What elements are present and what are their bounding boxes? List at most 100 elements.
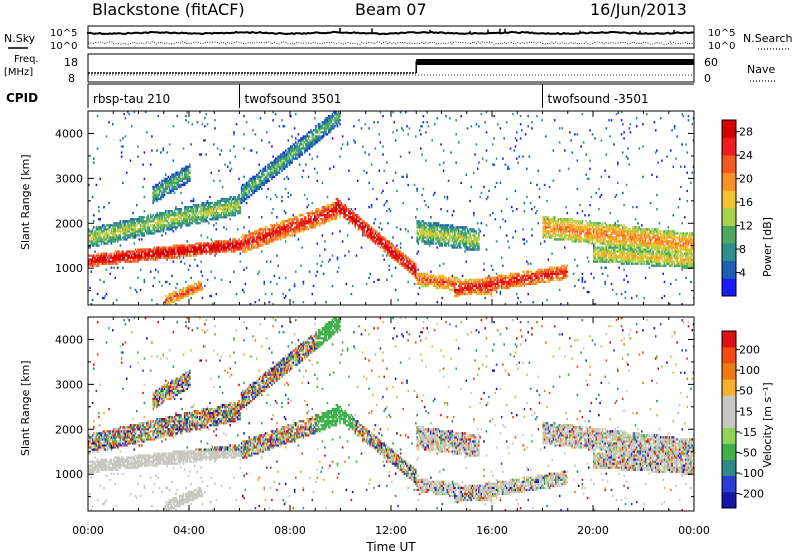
power-cell	[291, 159, 293, 162]
power-cell	[244, 183, 247, 187]
power-cell	[175, 218, 177, 221]
power-cell	[228, 214, 230, 217]
power-cell	[268, 171, 271, 174]
power-cell	[223, 208, 225, 211]
power-cell	[258, 244, 260, 247]
power-cell	[274, 238, 277, 241]
freq-bottom-tick: 8	[68, 72, 75, 85]
power-cell	[332, 218, 335, 221]
power-cell	[470, 242, 473, 245]
power-cell	[471, 242, 474, 245]
power-cell	[262, 183, 264, 187]
power-cell	[451, 228, 454, 231]
power-cell	[139, 288, 142, 292]
power-cell	[209, 248, 211, 251]
power-cell	[461, 280, 464, 284]
power-cell	[449, 234, 451, 237]
power-cell	[142, 218, 144, 221]
power-cell	[378, 169, 380, 172]
power-cell	[258, 234, 260, 237]
power-cell	[279, 153, 282, 156]
power-cell	[278, 163, 281, 166]
power-cell	[418, 276, 421, 279]
power-cell	[401, 175, 403, 178]
power-cell	[441, 232, 444, 235]
power-cells	[88, 111, 695, 306]
power-cell	[396, 129, 398, 132]
power-cell	[421, 228, 423, 231]
power-cell	[441, 224, 444, 227]
power-cell	[478, 234, 480, 237]
power-cell	[393, 121, 396, 124]
power-cell	[282, 165, 284, 168]
power-cell	[185, 222, 187, 225]
power-cell	[426, 242, 428, 245]
power-cell	[336, 123, 339, 126]
power-cell	[186, 212, 189, 215]
power-cell	[160, 151, 162, 154]
power-cell	[282, 292, 284, 296]
power-cell	[271, 240, 273, 243]
power-cell	[147, 224, 149, 227]
power-cell	[132, 222, 134, 225]
power-cell	[321, 135, 324, 138]
power-cell	[112, 256, 114, 259]
power-cell	[279, 234, 282, 237]
power-cell	[167, 222, 170, 225]
power-cell	[109, 272, 112, 275]
power-cell	[433, 226, 436, 229]
power-cell	[185, 212, 187, 215]
power-cell	[274, 161, 277, 164]
power-cell	[202, 246, 205, 249]
power-cell	[152, 254, 154, 257]
power-cell	[457, 244, 460, 247]
power-cell	[127, 250, 129, 253]
power-cell	[346, 143, 349, 146]
power-cell	[346, 141, 349, 144]
power-cell	[274, 224, 277, 227]
power-cell	[166, 185, 168, 189]
power-cell	[363, 228, 365, 231]
power-cell	[250, 236, 253, 239]
power-cell	[224, 216, 226, 219]
power-cell	[254, 234, 257, 237]
power-cell	[234, 250, 236, 253]
power-cell	[167, 179, 170, 182]
power-cell	[220, 204, 223, 207]
power-cell	[226, 206, 229, 209]
power-cell	[223, 199, 225, 203]
power-cell	[190, 199, 192, 203]
power-cell	[348, 210, 350, 213]
power-cell	[163, 214, 166, 217]
power-cell	[283, 220, 286, 223]
power-cell	[96, 234, 99, 237]
power-cell	[417, 238, 420, 241]
power-cell	[445, 286, 447, 290]
power-cell	[325, 129, 327, 132]
power-cell	[431, 234, 433, 237]
power-cell	[292, 218, 295, 221]
power-cell	[178, 212, 181, 215]
power-cell	[130, 230, 133, 233]
power-cell	[156, 149, 158, 152]
power-cell	[91, 234, 94, 237]
power-cell	[242, 183, 244, 187]
power-cell	[303, 228, 306, 231]
power-cell	[244, 250, 247, 253]
power-cell	[125, 226, 128, 229]
power-cell	[393, 256, 396, 259]
power-cell	[473, 171, 475, 174]
power-cell	[297, 133, 300, 136]
power-cell	[147, 222, 149, 225]
power-cell	[293, 222, 296, 225]
power-cell	[137, 260, 139, 263]
power-cell	[460, 286, 462, 290]
power-cell	[243, 147, 245, 150]
power-cell	[272, 232, 274, 235]
power-cell	[386, 254, 388, 257]
power-cell	[134, 230, 137, 233]
power-cell	[397, 256, 399, 259]
power-cell	[505, 276, 508, 279]
power-cell	[119, 224, 122, 227]
power-cell	[124, 230, 127, 233]
